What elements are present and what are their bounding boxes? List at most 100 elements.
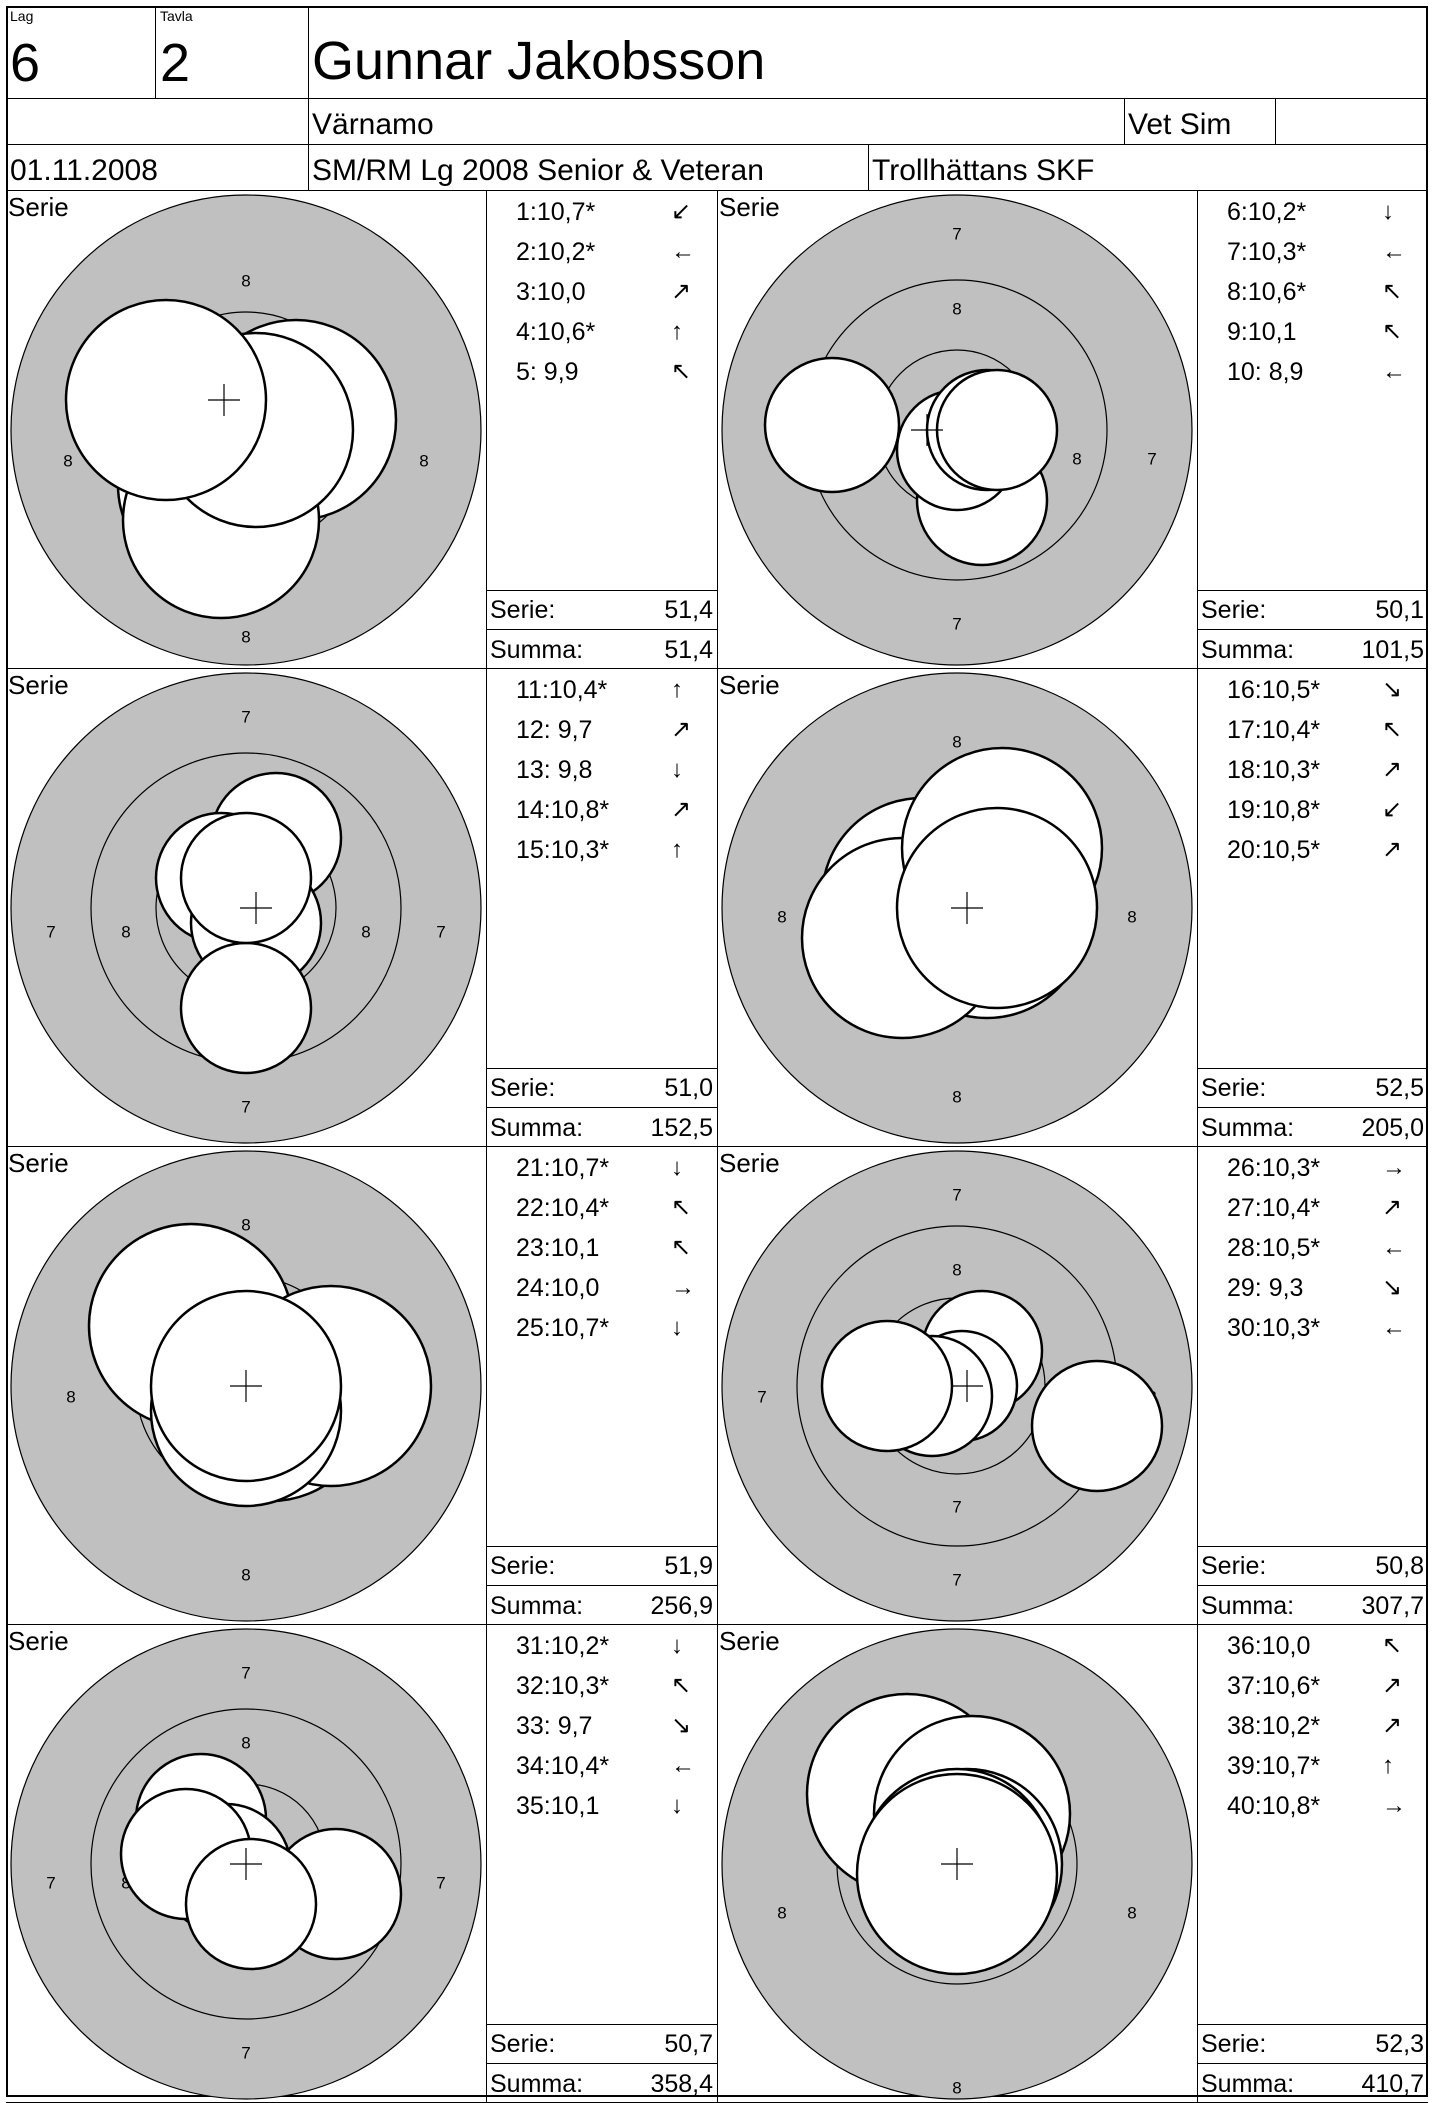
serie-total-label: Serie: [1201,2030,1267,2058]
list-divider [1197,190,1198,668]
ring-number-label: 8 [241,1733,250,1752]
ring-number-label: 8 [777,1903,786,1922]
shot-direction-arrow: ↑ [671,676,683,703]
series-divider [6,1624,717,1625]
shot-row: 4:10,6* [516,318,596,346]
shot-row: 33: 9,7 [516,1712,593,1740]
summa-total-value: 307,7 [1361,1592,1424,1620]
shot-hole [179,941,313,1075]
shot-direction-arrow: ↗ [671,796,692,823]
summa-total-value: 358,4 [650,2070,713,2098]
shot-direction-arrow: ↗ [1382,1672,1403,1699]
column-divider [717,1146,718,1624]
serie-total-value: 51,9 [664,1552,713,1580]
shot-direction-arrow: ↗ [1382,1712,1403,1739]
shot-row: 34:10,4* [516,1752,610,1780]
series-divider [717,1624,1428,1625]
summa-total-label: Summa: [490,1592,584,1620]
shot-row: 23:10,1 [516,1234,600,1262]
shot-row: 14:10,8* [516,796,610,824]
target-plot: 8 8 8 8 [10,194,482,666]
serie-label: Serie [8,1626,69,1656]
ring-number-label: 8 [121,1873,130,1892]
ring-number-label: 8 [1072,449,1081,468]
series-block: Serie 7 8 7 8 7 7 31:10,2* ↓ 32:10,3* ↖ 33: 9,7 ↘ 34:… [6,1624,718,2103]
serie-box-top [486,590,717,591]
header-vdiv-class [1124,98,1125,144]
shot-direction-arrow: ↖ [1382,1632,1403,1659]
competition-name: SM/RM Lg 2008 Senior & Veteran [312,154,764,187]
serie-total-label: Serie: [1201,596,1267,624]
summa-total-value: 205,0 [1361,1114,1424,1142]
list-divider [486,1146,487,1624]
shot-direction-arrow: ↙ [1382,796,1403,823]
ring-number-label: 8 [241,1565,250,1584]
shot-row: 9:10,1 [1227,318,1297,346]
list-divider [1197,1624,1198,2102]
shot-row: 15:10,3* [516,836,610,864]
ring-number-label: 8 [241,627,250,646]
ring-number-label: 8 [1127,1903,1136,1922]
summa-box-top [1197,2063,1428,2064]
shot-direction-arrow: ↘ [671,1712,692,1739]
ring-number-label: 7 [1147,449,1156,468]
header-vdiv-class2 [1275,98,1276,144]
ring-number-label: 7 [952,614,961,633]
shot-direction-arrow: ← [1382,358,1406,385]
shot-direction-arrow: ↖ [671,1672,692,1699]
target-plot: 8 8 8 [10,1150,482,1622]
target-plot: 7 7 8 8 7 7 [10,672,482,1144]
serie-total-label: Serie: [490,1074,556,1102]
shot-row: 19:10,8* [1227,796,1321,824]
serie-total-value: 50,1 [1375,596,1424,624]
header-vdiv-tavla [308,6,309,190]
summa-total-label: Summa: [1201,2070,1295,2098]
series-divider [717,1146,1428,1147]
shot-direction-arrow: ↘ [1382,1274,1403,1301]
ring-number-label: 7 [436,922,445,941]
shot-direction-arrow: ↓ [671,1154,683,1181]
shot-direction-arrow: ↓ [671,1314,683,1341]
summa-box-top [1197,1107,1428,1108]
series-block: Serie787887726:10,3*→27:10,4*↗28:10,5*←2… [717,1146,1428,1625]
series-block: Serie 8 8 8 36:10,0 ↖ 37:10,6* ↗ 38:10,2* ↗ 39:10,… [717,1624,1428,2103]
shot-row: 38:10,2* [1227,1712,1321,1740]
shot-direction-arrow: ↖ [671,1234,692,1261]
shot-row: 29: 9,3 [1227,1274,1304,1302]
column-divider [717,190,718,668]
shot-row: 16:10,5* [1227,676,1321,704]
ring-number-label: 7 [436,1873,445,1892]
shot-direction-arrow: ↓ [671,1632,683,1659]
shot-row: 7:10,3* [1227,238,1307,266]
ring-number-label: 8 [419,451,428,470]
serie-label: Serie [719,192,780,222]
shot-row: 37:10,6* [1227,1672,1321,1700]
shot-row: 10: 8,9 [1227,358,1304,386]
shot-direction-arrow: ↗ [1382,836,1403,863]
shot-direction-arrow: ↑ [1382,1752,1394,1779]
shot-row: 28:10,5* [1227,1234,1321,1262]
shot-row: 6:10,2* [1227,198,1307,226]
serie-total-value: 52,5 [1375,1074,1424,1102]
series-block: Serie 7 7 8 8 7 7 11:10,4* ↑ 12: 9,7 ↗ 13: 9,8 ↓ 14:1… [6,668,718,1147]
serie-total-label: Serie: [490,596,556,624]
ring-number-label: 7 [952,1185,961,1204]
shot-row: 22:10,4* [516,1194,610,1222]
ring-number-label: 7 [952,1497,961,1516]
shot-direction-arrow: ← [1382,238,1406,265]
serie-total-value: 52,3 [1375,2030,1424,2058]
shot-direction-arrow: ← [1382,1234,1406,1261]
shot-direction-arrow: ↗ [671,716,692,743]
ring-number-label: 8 [952,2078,961,2097]
summa-total-value: 101,5 [1361,636,1424,664]
series-block: Serie 8 8 8 8 16:10,5* ↘ 17:10,4* ↖ 18:10,3* ↗ 19:1… [717,668,1428,1147]
series-block: Serie 8 8 8 21:10,7* ↓ 22:10,4* ↖ 23:10,1 ↖ 24:10,… [6,1146,718,1625]
target-ring [90,1708,402,2020]
shot-row: 39:10,7* [1227,1752,1321,1780]
tavla-value: 2 [160,33,191,93]
ring-number-label: 8 [241,1215,250,1234]
shot-direction-arrow: ↓ [1382,198,1394,225]
shot-direction-arrow: ↙ [671,198,692,225]
summa-box-top [486,1585,717,1586]
shot-direction-arrow: ← [1382,1314,1406,1341]
